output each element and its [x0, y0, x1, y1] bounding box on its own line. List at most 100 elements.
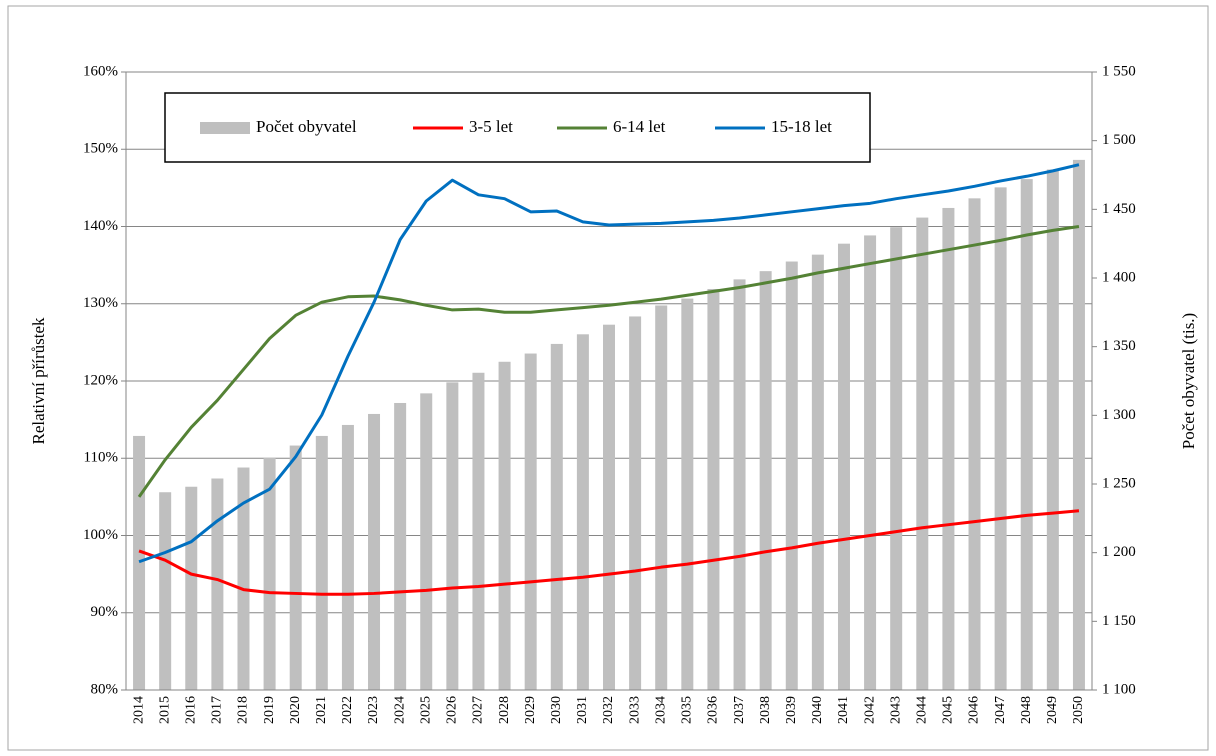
bar [864, 235, 877, 690]
x-tick-label: 2040 [810, 696, 825, 724]
y-tick-label: 150% [83, 141, 118, 157]
x-tick-label: 2020 [288, 696, 303, 724]
y2-tick-label: 1 500 [1102, 132, 1136, 148]
bar [994, 187, 1007, 691]
y-tick-label: 110% [84, 450, 118, 466]
x-tick-label: 2035 [680, 696, 695, 724]
x-tick-label: 2049 [1045, 696, 1060, 724]
x-tick-label: 2032 [601, 696, 616, 724]
bar [524, 353, 537, 690]
bar [394, 402, 407, 690]
x-tick-label: 2015 [157, 696, 172, 724]
y-axis-title: Relativní přírůstek [29, 317, 48, 445]
y-tick-label: 160% [83, 63, 118, 79]
legend-label: Počet obyvatel [256, 117, 357, 136]
bar [133, 435, 146, 690]
bar [576, 334, 589, 690]
x-tick-label: 2019 [262, 696, 277, 724]
x-tick-label: 2039 [784, 696, 799, 724]
bar [916, 217, 929, 690]
y2-tick-label: 1 300 [1102, 407, 1136, 423]
bar [185, 486, 198, 690]
x-tick-label: 2045 [941, 696, 956, 724]
bar [263, 457, 276, 690]
y2-tick-label: 1 150 [1102, 613, 1136, 629]
x-tick-label: 2041 [836, 696, 851, 724]
legend-swatch [200, 122, 250, 134]
y2-tick-label: 1 250 [1102, 475, 1136, 491]
legend: Počet obyvatel 3-5 let 6-14 let 15-18 let [164, 92, 871, 163]
x-tick-label: 2029 [523, 696, 538, 724]
bar [655, 305, 668, 690]
bar [472, 372, 485, 690]
x-tick-label: 2022 [340, 696, 355, 724]
x-tick-label: 2018 [236, 696, 251, 724]
bar [289, 445, 302, 690]
bar [1046, 169, 1059, 691]
x-tick-label: 2028 [497, 696, 512, 724]
bar [159, 492, 172, 690]
x-tick-label: 2042 [862, 696, 877, 724]
x-tick-label: 2021 [314, 696, 329, 724]
x-tick-label: 2016 [183, 696, 198, 724]
bar [211, 478, 224, 690]
x-tick-label: 2038 [758, 696, 773, 724]
y-tick-label: 120% [83, 372, 118, 388]
bar [237, 467, 250, 690]
x-tick-label: 2048 [1019, 696, 1034, 724]
x-tick-label: 2050 [1071, 696, 1086, 724]
bar [785, 261, 798, 690]
y-tick-label: 130% [83, 295, 118, 311]
x-tick-label: 2030 [549, 696, 564, 724]
bar [733, 279, 746, 690]
x-tick-label: 2026 [445, 696, 460, 724]
y2-tick-label: 1 100 [1102, 681, 1136, 697]
legend-label: 6-14 let [613, 117, 666, 136]
bar [315, 435, 328, 690]
y2-tick-label: 1 400 [1102, 269, 1136, 285]
line [138, 163, 1080, 564]
y-tick-label: 100% [83, 527, 118, 543]
y2-axis-title: Počet obyvatel (tis.) [1179, 313, 1198, 449]
x-tick-label: 2034 [653, 696, 668, 724]
x-tick-label: 2037 [732, 696, 747, 724]
x-tick-label: 2043 [888, 696, 903, 724]
y2-tick-label: 1 350 [1102, 338, 1136, 354]
bar [1020, 179, 1033, 690]
bar [1072, 159, 1085, 691]
bar [368, 413, 381, 690]
bar [446, 382, 459, 690]
legend-label: 3-5 let [469, 117, 513, 136]
y-tick-label: 90% [91, 604, 119, 620]
bar [498, 361, 511, 690]
x-tick-label: 2025 [418, 696, 433, 724]
bar [629, 316, 642, 690]
y-tick-label: 140% [83, 218, 118, 234]
x-tick-label: 2027 [471, 696, 486, 724]
x-tick-label: 2044 [915, 696, 930, 724]
bar [681, 298, 694, 690]
x-tick-label: 2036 [706, 696, 721, 724]
bar [707, 288, 720, 690]
line [137, 225, 1080, 498]
bar [811, 254, 824, 691]
x-tick-label: 2023 [366, 696, 381, 724]
x-tick-label: 2024 [392, 696, 407, 724]
x-tick-label: 2047 [993, 696, 1008, 724]
bar [420, 393, 433, 690]
y2-tick-label: 1 450 [1102, 201, 1136, 217]
line [138, 509, 1080, 596]
x-tick-label: 2017 [210, 696, 225, 724]
bar [603, 324, 615, 690]
x-tick-label: 2031 [575, 696, 590, 724]
bar [550, 343, 563, 690]
y-tick-label: 80% [91, 681, 119, 697]
x-tick-label: 2046 [967, 696, 982, 724]
x-tick-label: 2033 [627, 696, 642, 724]
legend-label: 15-18 let [771, 117, 832, 136]
bar [837, 243, 850, 690]
bar [942, 207, 955, 690]
x-tick-label: 2014 [131, 696, 146, 724]
y2-tick-label: 1 550 [1102, 63, 1136, 79]
